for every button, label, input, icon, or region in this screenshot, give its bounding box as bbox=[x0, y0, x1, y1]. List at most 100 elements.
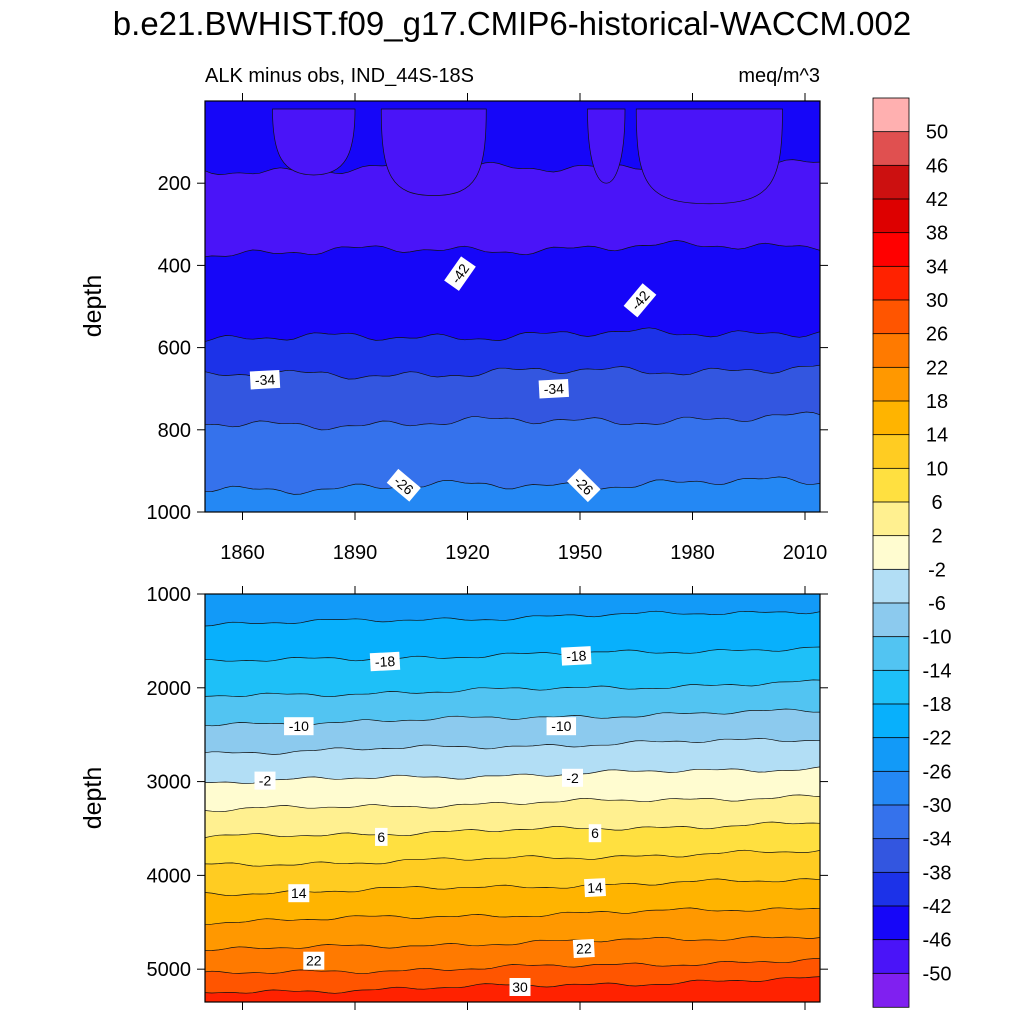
colorbar-label: -46 bbox=[923, 930, 952, 952]
contour-line bbox=[205, 327, 820, 342]
colorbar-label: 30 bbox=[926, 290, 948, 312]
contour-label: -18 bbox=[561, 646, 592, 666]
contour-line bbox=[205, 794, 820, 813]
contour-label-bg bbox=[567, 468, 601, 503]
colorbar-label: 22 bbox=[926, 357, 948, 379]
colorbar-label: -38 bbox=[923, 862, 952, 884]
contour-label-bg bbox=[369, 651, 401, 672]
colorbar-box bbox=[872, 232, 910, 268]
colorbar-label: 14 bbox=[926, 425, 948, 447]
contour-label-bg bbox=[288, 884, 310, 903]
y-tick-label: 200 bbox=[158, 173, 191, 195]
chart-title: b.e21.BWHIST.f09_g17.CMIP6-historical-WA… bbox=[113, 5, 911, 42]
colorbar-box bbox=[872, 838, 910, 874]
colorbar-label: 34 bbox=[926, 256, 948, 278]
colorbar-label: 46 bbox=[926, 155, 948, 177]
upper-panel-axes: 200 400 600 800 1000 1860 1890 1920 1950 1980 2010 bbox=[147, 93, 828, 564]
contour-label-bg bbox=[546, 717, 577, 736]
colorbar-box bbox=[872, 871, 910, 907]
x-tick-label: 1980 bbox=[670, 542, 715, 564]
contour-label-bg bbox=[254, 771, 276, 790]
colorbar-label: -50 bbox=[923, 963, 952, 985]
contour-label-bg bbox=[572, 938, 595, 959]
contour-label-bg bbox=[538, 378, 570, 399]
colorbar-label: 18 bbox=[926, 391, 948, 413]
colorbar-box bbox=[872, 501, 910, 537]
colorbar-label: -22 bbox=[923, 728, 952, 750]
colorbar-box bbox=[872, 770, 910, 806]
contour-label: 14 bbox=[584, 878, 606, 898]
colorbar-box bbox=[872, 434, 910, 470]
contour-label-bg bbox=[386, 468, 421, 502]
lower-panel-axes: 1000 2000 3000 4000 5000 bbox=[147, 584, 828, 1010]
x-tick-label: 1860 bbox=[220, 542, 265, 564]
contour-line bbox=[205, 476, 820, 495]
contour-label: -10 bbox=[284, 717, 314, 736]
colorbar-label: -14 bbox=[923, 660, 952, 682]
contour-line bbox=[205, 646, 820, 662]
contour-line bbox=[205, 610, 820, 627]
contour-label-text: -10 bbox=[289, 718, 309, 734]
colorbar-label: -10 bbox=[923, 627, 952, 649]
contour-label-text: 22 bbox=[306, 953, 322, 969]
contour-line bbox=[205, 411, 820, 431]
colorbar-box bbox=[872, 602, 910, 638]
colorbar-label: -2 bbox=[928, 559, 946, 581]
min-blob bbox=[587, 108, 626, 184]
contour-label-bg bbox=[561, 646, 592, 666]
colorbar-box bbox=[872, 467, 910, 503]
contour-label-text: 14 bbox=[587, 879, 604, 896]
colorbar-box bbox=[872, 535, 910, 571]
contour-label-text: 6 bbox=[591, 825, 599, 841]
y-tick-label: 800 bbox=[158, 420, 191, 442]
y-tick-label: 2000 bbox=[147, 678, 192, 700]
colorbar-box bbox=[872, 198, 910, 234]
contour-label: -42 bbox=[623, 283, 657, 318]
panel-subtitle-units: meq/m^3 bbox=[738, 65, 820, 87]
contour-label: 6 bbox=[588, 824, 602, 843]
contour-line bbox=[205, 364, 820, 380]
colorbar-label: 42 bbox=[926, 189, 948, 211]
colorbar-label: 26 bbox=[926, 324, 948, 346]
colorbar-box bbox=[872, 905, 910, 941]
colorbar-box bbox=[872, 366, 910, 402]
contour-line bbox=[205, 849, 820, 867]
colorbar-label: 6 bbox=[931, 492, 942, 514]
x-tick-label: 2010 bbox=[783, 542, 828, 564]
y-tick-label: 4000 bbox=[147, 865, 192, 887]
colorbar-box bbox=[872, 737, 910, 773]
colorbar-box bbox=[872, 972, 910, 1008]
upper-panel-frame bbox=[204, 100, 821, 513]
contour-line bbox=[205, 936, 820, 951]
colorbar-box bbox=[872, 939, 910, 975]
lower-depth-axis-label: depth bbox=[79, 767, 107, 830]
y-tick-label: 5000 bbox=[147, 959, 192, 981]
lower-panel-frame bbox=[204, 593, 821, 1003]
contour-label: -2 bbox=[254, 771, 276, 790]
colorbar-label: -34 bbox=[923, 829, 952, 851]
colorbar-label: 2 bbox=[931, 526, 942, 548]
contour-label-text: 30 bbox=[512, 979, 528, 995]
contour-label: 22 bbox=[303, 951, 325, 970]
contour-label-text: -18 bbox=[374, 653, 395, 670]
contour-line bbox=[205, 240, 820, 258]
colorbar-label: 38 bbox=[926, 223, 948, 245]
panel-subtitle-left: ALK minus obs, IND_44S-18S bbox=[205, 65, 474, 87]
y-tick-label: 1000 bbox=[147, 502, 192, 524]
colorbar-box bbox=[872, 333, 910, 369]
upper-panel-blobs bbox=[272, 108, 783, 205]
contour-label-text: -10 bbox=[551, 718, 571, 734]
colorbar-label: 10 bbox=[926, 458, 948, 480]
colorbar-box bbox=[872, 164, 910, 200]
min-blob bbox=[635, 108, 783, 205]
contour-label-text: -2 bbox=[259, 773, 272, 789]
colorbar-label: 50 bbox=[926, 122, 948, 144]
contour-label: 30 bbox=[509, 978, 531, 996]
contour-label: 6 bbox=[375, 827, 388, 846]
colorbar-label: -30 bbox=[923, 795, 952, 817]
colorbar-label: -26 bbox=[923, 761, 952, 783]
colorbar-box bbox=[872, 97, 910, 133]
contour-line bbox=[205, 679, 820, 698]
contour-label-text: 14 bbox=[291, 885, 307, 901]
